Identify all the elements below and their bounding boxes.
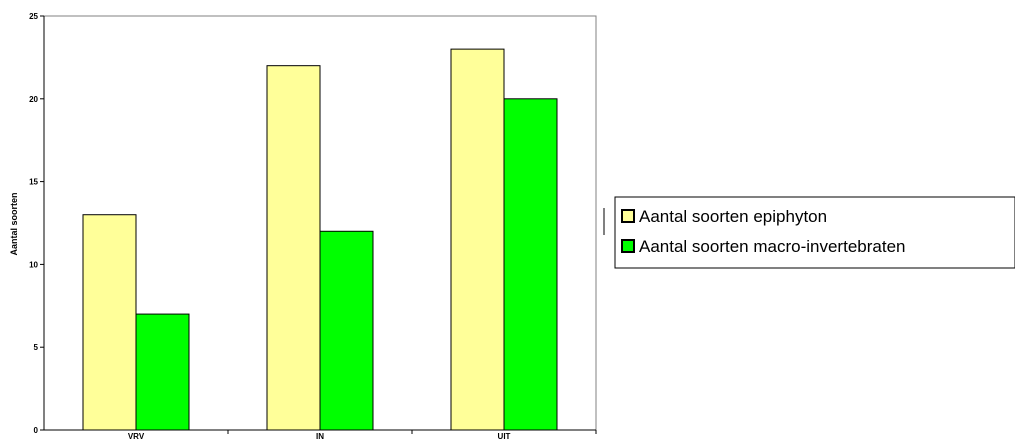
- bar: [503, 98, 558, 431]
- y-tick-label: 10: [29, 260, 38, 269]
- x-tick-label: VRV: [128, 432, 145, 441]
- bar: [266, 65, 321, 431]
- legend-swatch: [621, 239, 635, 253]
- y-axis-title: Aantal soorten: [9, 192, 19, 255]
- bar: [450, 48, 505, 431]
- y-tick-label: 25: [29, 12, 38, 21]
- bar: [135, 313, 190, 431]
- x-tick-label: IN: [316, 432, 324, 441]
- legend-swatch: [621, 209, 635, 223]
- plot-area: 0 5 10 15 20 25 VRV IN UIT: [29, 12, 597, 441]
- y-tick-label: 0: [34, 426, 39, 435]
- y-tick-label: 15: [29, 178, 38, 187]
- bar: [82, 214, 137, 431]
- legend-label: Aantal soorten epiphyton: [639, 207, 827, 226]
- x-tick-label: UIT: [498, 432, 511, 441]
- legend: Aantal soorten epiphyton Aantal soorten m…: [614, 196, 1015, 269]
- legend-label: Aantal soorten macro-invertebraten: [639, 237, 905, 256]
- y-tick-label: 5: [34, 343, 39, 352]
- legend-box: [614, 196, 1015, 269]
- bar: [319, 230, 374, 431]
- y-tick-label: 20: [29, 95, 38, 104]
